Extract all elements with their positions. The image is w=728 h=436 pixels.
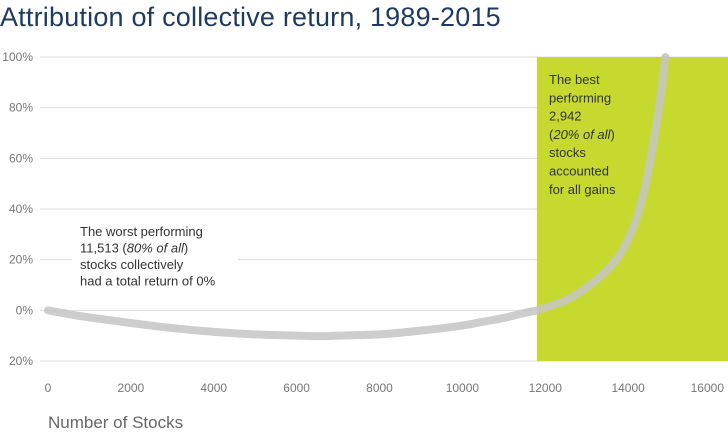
x-tick-label: 4000 — [200, 381, 227, 395]
annotation-line: (20% of all) — [549, 127, 615, 142]
annotation-line: 11,513 (80% of all) — [80, 241, 188, 256]
annotation-text: stocks — [549, 145, 586, 160]
line-layer — [44, 53, 670, 341]
annotation-text: for all gains — [549, 182, 616, 197]
x-tick-label: 12000 — [529, 381, 563, 395]
annotation-line: stocks collectively — [80, 257, 184, 272]
x-tick-label: 8000 — [366, 381, 393, 395]
x-tick-label: 2000 — [118, 381, 145, 395]
annotation-text: 11,513 ( — [80, 241, 127, 256]
annotation-line: stocks — [549, 145, 586, 160]
annotation-text: The worst performing — [80, 224, 203, 239]
highlight-region — [536, 57, 728, 361]
annotation-line: performing — [549, 90, 611, 105]
x-tick-label: 14000 — [611, 381, 645, 395]
annotation-text: 2,942 — [549, 109, 582, 124]
annotation-bg — [72, 222, 238, 296]
annotation-line: had a total return of 0% — [80, 274, 216, 289]
y-axis-ticks: 100% 80% 60% 40% 20% 0% 20% — [2, 50, 33, 368]
annotation-text: had a total return of 0% — [80, 274, 216, 289]
annotation-text: ) — [184, 241, 188, 256]
annotation-text: accounted — [549, 164, 609, 179]
annotation-text: ) — [610, 127, 614, 142]
annotation-text: 80% of all — [127, 241, 185, 256]
annotation-text: stocks collectively — [80, 257, 184, 272]
x-tick-label: 16000 — [691, 381, 725, 395]
y-tick-label: 0% — [16, 303, 34, 317]
annotation-text: 20% of all — [552, 127, 611, 142]
annotation-text: performing — [549, 90, 611, 105]
annotation-line: accounted — [549, 164, 609, 179]
x-tick-label: 0 — [45, 381, 52, 395]
annotation-1: The best performing 2,942 (20% of all) stock… — [549, 72, 616, 197]
y-tick-label: 40% — [9, 202, 33, 216]
annotation-text: The best — [549, 72, 600, 87]
y-tick-label: 20% — [9, 354, 33, 368]
x-tick-label: 6000 — [283, 381, 310, 395]
series-line — [44, 53, 670, 341]
y-tick-label: 20% — [9, 253, 33, 267]
chart-title: Attribution of collective return, 1989-2… — [0, 2, 501, 32]
x-tick-label: 10000 — [446, 381, 480, 395]
annotation-line: The worst performing — [80, 224, 203, 239]
y-tick-label: 80% — [9, 101, 33, 115]
annotation-line: The best — [549, 72, 600, 87]
annotation-0: The worst performing 11,513 (80% of all)s… — [72, 222, 238, 296]
annotation-line: 2,942 — [549, 109, 582, 124]
x-axis-ticks: 0 2000 4000 6000 8000 10000 12000 14000 16000 — [45, 381, 725, 395]
highlight-layer — [536, 57, 728, 361]
x-axis-label: Number of Stocks — [48, 413, 183, 432]
annotation-line: for all gains — [549, 182, 616, 197]
annotation-text: ( — [549, 127, 554, 142]
y-tick-label: 100% — [2, 50, 33, 64]
y-tick-label: 60% — [9, 151, 33, 165]
